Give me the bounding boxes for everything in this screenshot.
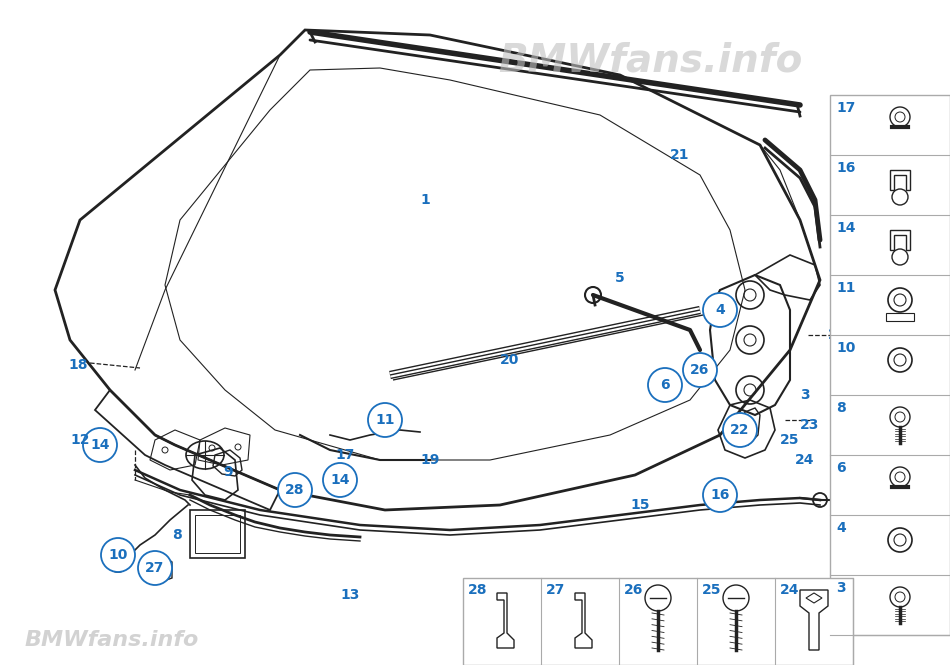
Circle shape	[683, 353, 717, 387]
Text: 4: 4	[715, 303, 725, 317]
Text: BMWfans.info: BMWfans.info	[498, 41, 802, 79]
Text: 2: 2	[828, 328, 838, 342]
Text: 24: 24	[795, 453, 815, 467]
Circle shape	[278, 473, 312, 507]
Text: 27: 27	[145, 561, 164, 575]
Text: 14: 14	[331, 473, 350, 487]
Circle shape	[723, 413, 757, 447]
Text: 26: 26	[691, 363, 710, 377]
Text: 25: 25	[702, 583, 721, 597]
Text: 21: 21	[671, 148, 690, 162]
Text: 13: 13	[340, 588, 360, 602]
Text: 5: 5	[616, 271, 625, 285]
Text: 15: 15	[630, 498, 650, 512]
Text: 9: 9	[223, 465, 233, 479]
Circle shape	[323, 463, 357, 497]
Text: 1: 1	[420, 193, 429, 207]
Circle shape	[703, 293, 737, 327]
Text: 3: 3	[836, 581, 846, 595]
Text: 17: 17	[335, 448, 354, 462]
Circle shape	[83, 428, 117, 462]
Text: 28: 28	[468, 583, 487, 597]
Text: 8: 8	[172, 528, 181, 542]
Text: 12: 12	[70, 433, 89, 447]
Text: 26: 26	[624, 583, 643, 597]
Bar	[463, 578, 853, 665]
Text: 20: 20	[501, 353, 520, 367]
Circle shape	[648, 368, 682, 402]
Bar	[830, 95, 950, 635]
Text: 3: 3	[800, 388, 809, 402]
Circle shape	[703, 478, 737, 512]
Text: 22: 22	[731, 423, 750, 437]
Text: 23: 23	[800, 418, 820, 432]
Bar	[886, 313, 914, 321]
Text: 8: 8	[836, 401, 846, 415]
Text: 10: 10	[836, 341, 855, 355]
Text: 24: 24	[780, 583, 800, 597]
Text: 16: 16	[711, 488, 730, 502]
Text: 6: 6	[836, 461, 846, 475]
Text: 11: 11	[836, 281, 856, 295]
Text: 19: 19	[420, 453, 440, 467]
Text: 11: 11	[375, 413, 395, 427]
Text: 14: 14	[90, 438, 110, 452]
Circle shape	[138, 551, 172, 585]
Circle shape	[101, 538, 135, 572]
Text: 6: 6	[660, 378, 670, 392]
Bar	[195, 515, 240, 553]
Bar	[190, 510, 245, 558]
Text: 14: 14	[836, 221, 856, 235]
Text: 16: 16	[836, 161, 855, 175]
Circle shape	[368, 403, 402, 437]
Text: 4: 4	[836, 521, 846, 535]
Text: 25: 25	[780, 433, 800, 447]
Text: 17: 17	[836, 101, 855, 115]
Text: 27: 27	[546, 583, 565, 597]
Text: BMWfans.info: BMWfans.info	[25, 630, 199, 650]
Text: 18: 18	[68, 358, 87, 372]
Text: 10: 10	[108, 548, 127, 562]
Text: 28: 28	[285, 483, 305, 497]
